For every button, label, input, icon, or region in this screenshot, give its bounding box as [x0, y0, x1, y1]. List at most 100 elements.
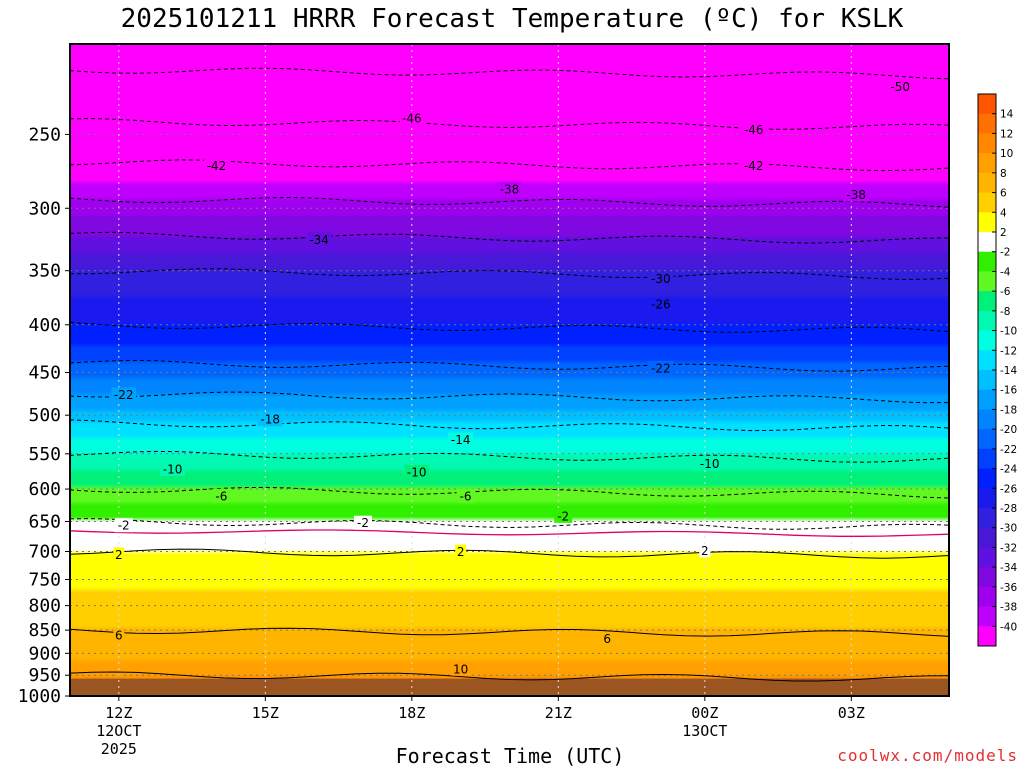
colorbar-label: -24 [1000, 464, 1017, 476]
colorbar-label: 2 [1000, 227, 1007, 239]
contour-label-bg [648, 271, 674, 286]
contour-label-bg [697, 456, 723, 471]
contour-label: 2 [115, 548, 123, 562]
contour-label: 10 [453, 662, 468, 676]
contour-label: -10 [163, 462, 183, 476]
contour-label: 6 [603, 632, 611, 646]
colorbar-label: 14 [1000, 109, 1014, 121]
colorbar: 14 12 10 8 6 4 2 -2 -4 -6 -8 -10 -12 -14 -16 -18 -20 -22 -… [977, 93, 1017, 647]
colorbar-swatch [978, 153, 996, 174]
contour-label: -42 [207, 159, 227, 173]
x-tick-label: 03Z [838, 704, 865, 722]
contour-label: -6 [460, 489, 472, 503]
contour-label: -18 [260, 413, 280, 427]
colorbar-swatch [978, 330, 996, 351]
colorbar-label: -40 [1000, 621, 1017, 633]
contour-label-bg [601, 631, 613, 646]
plot-frame [69, 43, 950, 697]
contour-label-bg [497, 181, 522, 196]
colorbar-label: -26 [1000, 483, 1017, 495]
colorbar-swatch [978, 527, 996, 548]
grid-lines [70, 44, 949, 696]
colorbar-swatch [978, 212, 996, 233]
x-tick-label: 15Z [252, 704, 279, 722]
colorbar-swatch [978, 508, 996, 529]
contour-label-bg [648, 360, 674, 375]
contour-label-bg [399, 110, 425, 125]
x-tick-sublabel: 2025 [101, 740, 137, 758]
contour-label-bg [699, 543, 711, 558]
isotherm-contours: -50-46-46-42 -42-38 -38-34-30-26-22-22-18-… [70, 67, 949, 682]
contour-label-bg [354, 515, 372, 530]
y-tick-label: 500 [28, 405, 61, 426]
contour-label: -22 [114, 388, 134, 402]
contour-label: -14 [451, 433, 471, 447]
y-tick-label: 550 [28, 444, 61, 465]
y-tick-label: 1000 [18, 686, 61, 707]
colorbar-swatch [978, 626, 996, 647]
colorbar-label: -10 [1000, 326, 1017, 338]
x-axis-label: Forecast Time (UTC) [395, 744, 625, 768]
contour-label: -10 [407, 465, 427, 479]
y-tick-label: 850 [28, 620, 61, 641]
colorbar-swatch [978, 409, 996, 430]
colorbar-swatch [978, 310, 996, 332]
colorbar-swatch [978, 172, 996, 194]
colorbar-label: -18 [1000, 404, 1017, 416]
contour-label-bg [451, 661, 470, 676]
contour-label-bg [741, 158, 767, 173]
contour-label: 2 [701, 544, 709, 558]
contour-label: -2 [118, 519, 130, 533]
x-tick-label: 21Z [545, 704, 572, 722]
y-tick-label: 750 [28, 569, 61, 590]
colorbar-swatch [978, 488, 996, 509]
contour-label: -6 [215, 489, 227, 503]
contour-label-bg [306, 232, 332, 247]
colorbar-swatch [978, 606, 996, 627]
y-tick-label: 250 [28, 124, 61, 145]
colorbar-swatch [978, 429, 996, 450]
colorbar-swatch [978, 350, 996, 371]
contour-label-bg [843, 187, 869, 202]
colorbar-label: -20 [1000, 424, 1017, 436]
colorbar-swatch [978, 271, 996, 292]
x-tick-sublabel: 12OCT [96, 722, 141, 740]
contour-label-bg [887, 79, 913, 94]
colorbar-label: -32 [1000, 542, 1017, 554]
contour-label-bg [455, 544, 467, 559]
y-tick-label: 300 [28, 198, 61, 219]
colorbar-label: -30 [1000, 523, 1017, 535]
colorbar-swatch [978, 192, 996, 213]
contour-label-bg [456, 488, 475, 503]
contour-label: -22 [651, 361, 671, 375]
colorbar-swatch [978, 113, 996, 134]
y-tick-label: 350 [28, 261, 61, 282]
contour-label: -2 [557, 509, 569, 523]
colorbar-label: -22 [1000, 444, 1017, 456]
contour-label: -30 [651, 272, 671, 286]
contour-label: 6 [115, 628, 123, 642]
temperature-field [70, 44, 949, 696]
colorbar-label: -4 [1000, 266, 1011, 278]
freezing-line [70, 529, 949, 537]
colorbar-label: -38 [1000, 602, 1017, 614]
colorbar-label: -34 [1000, 562, 1017, 574]
y-axis: 2503003504004505005506006507007508008509… [18, 124, 70, 707]
isotherm-line [70, 548, 949, 559]
credit-link[interactable]: coolwx.com/models [837, 746, 1018, 765]
colorbar-label: -16 [1000, 385, 1017, 397]
contour-label-bg [204, 158, 229, 173]
x-tick-label: 00Z [691, 704, 718, 722]
colorbar-swatch [978, 389, 996, 410]
y-tick-label: 800 [28, 596, 61, 617]
y-tick-label: 650 [28, 511, 61, 532]
contour-label-bg [741, 122, 767, 137]
contour-label: -38 [846, 188, 866, 202]
y-tick-label: 900 [28, 643, 61, 664]
contour-label-bg [554, 508, 573, 523]
colorbar-label: 10 [1000, 148, 1013, 160]
contour-label-bg [648, 297, 674, 312]
isotherm-line [70, 627, 949, 637]
